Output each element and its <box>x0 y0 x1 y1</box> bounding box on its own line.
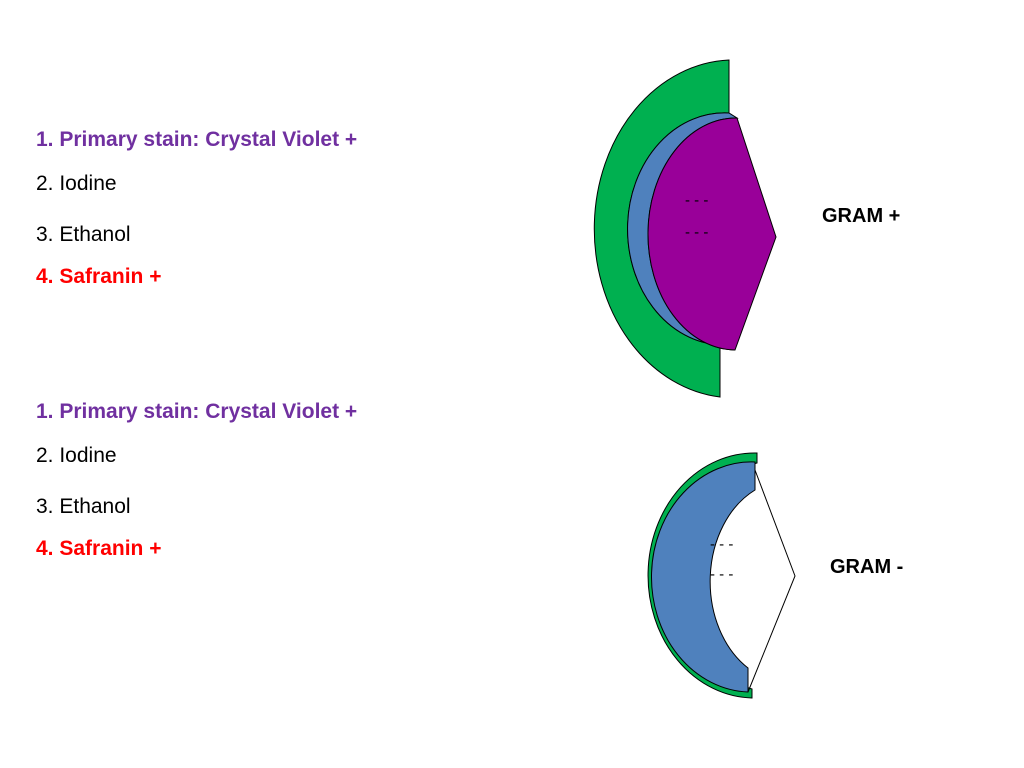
bottom-step-primary-stain: 1. Primary stain: Crystal Violet + <box>36 400 358 423</box>
gram-negative-cell: - - - - - - <box>647 452 796 699</box>
gram-positive-cytoplasm <box>647 117 777 351</box>
gram-positive-label: GRAM + <box>822 205 901 227</box>
top-step-safranin: 4. Safranin + <box>36 265 162 288</box>
bottom-staining-steps: 1. Primary stain: Crystal Violet + 2. Io… <box>36 398 357 565</box>
top-step-primary-stain: 1. Primary stain: Crystal Violet + <box>36 128 358 151</box>
bottom-step-safranin: 4. Safranin + <box>36 537 162 560</box>
gram-negative-cell-outline <box>747 469 796 693</box>
gram-negative-peptidoglycan-layer <box>650 461 756 693</box>
gram-positive-charges-row2: - - - <box>685 224 708 241</box>
gram-positive-charges-row1: - - - <box>685 192 708 209</box>
bottom-step-ethanol: 3. Ethanol <box>36 495 131 518</box>
gram-negative-charges-row2: - - - <box>710 566 733 583</box>
gram-positive-cell: - - - - - - <box>593 59 777 398</box>
gram-negative-label: GRAM - <box>830 556 904 578</box>
gram-negative-charges-row1: - - - <box>710 536 733 553</box>
top-step-iodine: 2. Iodine <box>36 172 117 195</box>
top-step-ethanol: 3. Ethanol <box>36 223 131 246</box>
top-staining-steps: 1. Primary stain: Crystal Violet + 2. Io… <box>36 126 357 293</box>
bottom-step-iodine: 2. Iodine <box>36 444 117 467</box>
